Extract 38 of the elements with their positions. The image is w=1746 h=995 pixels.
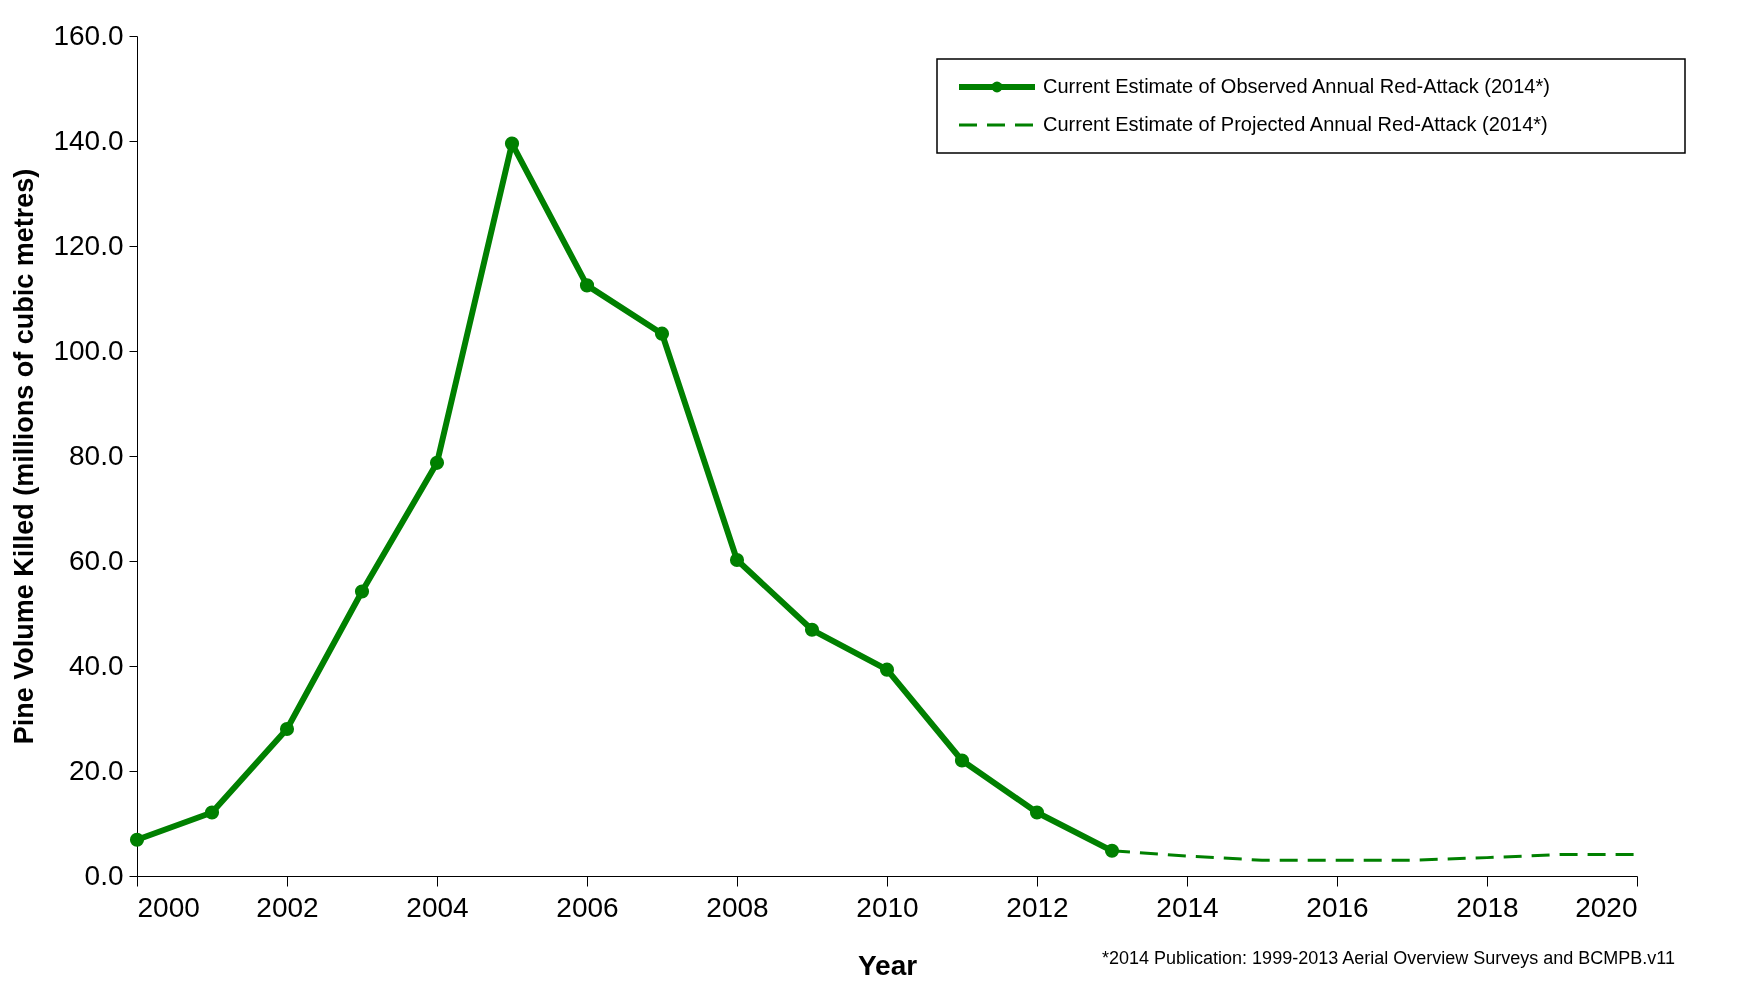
point: [654, 326, 670, 341]
point: [429, 455, 445, 470]
y-tick-label: 20.0: [69, 754, 124, 786]
legend-label: Current Estimate of Observed Annual Red-Attack (2014*): [1043, 75, 1550, 97]
x-tick-label: 2018: [1456, 891, 1519, 923]
x-tick-label: 2014: [1156, 891, 1219, 923]
y-axis-title: Pine Volume Killed (millions of cubic metres): [9, 168, 40, 745]
point: [279, 721, 295, 737]
point: [879, 662, 895, 677]
text: *2014 Publication: 1999-2013 Aerial Overview Surveys and BCMPB.v11: [1102, 948, 1675, 968]
y-tick-label: 80.0: [69, 439, 124, 471]
x-tick-label: 2006: [556, 891, 619, 923]
point: [204, 805, 220, 820]
y-tick-label: 160.0: [53, 19, 124, 51]
x-tick-label: 2000: [137, 891, 200, 923]
x-tick-label: 2008: [706, 891, 769, 923]
x-tick-label: 2016: [1306, 891, 1369, 923]
point: [1029, 805, 1045, 820]
y-tick-label: 100.0: [53, 334, 124, 366]
point: [804, 622, 820, 637]
x-tick-label: 2002: [256, 891, 319, 923]
point: [504, 136, 520, 151]
y-tick-label: 0.0: [84, 859, 124, 891]
x-tick-label: 2010: [856, 891, 919, 923]
point: [729, 552, 745, 568]
x-tick-label: 2012: [1006, 891, 1069, 923]
point: [354, 584, 370, 599]
x-tick-label: 2004: [406, 891, 469, 923]
point: [579, 278, 595, 293]
x-tick-label: 2020: [1575, 891, 1638, 923]
point: [129, 832, 145, 847]
legend-label: Current Estimate of Projected Annual Red-Attack (2014*): [1043, 113, 1548, 135]
y-tick-label: 120.0: [53, 229, 124, 261]
y-tick-label: 60.0: [69, 544, 124, 576]
y-tick-label: 40.0: [69, 649, 124, 681]
y-tick-label: 140.0: [53, 124, 124, 156]
x-axis-title: Year: [857, 949, 918, 981]
point: [954, 753, 970, 768]
